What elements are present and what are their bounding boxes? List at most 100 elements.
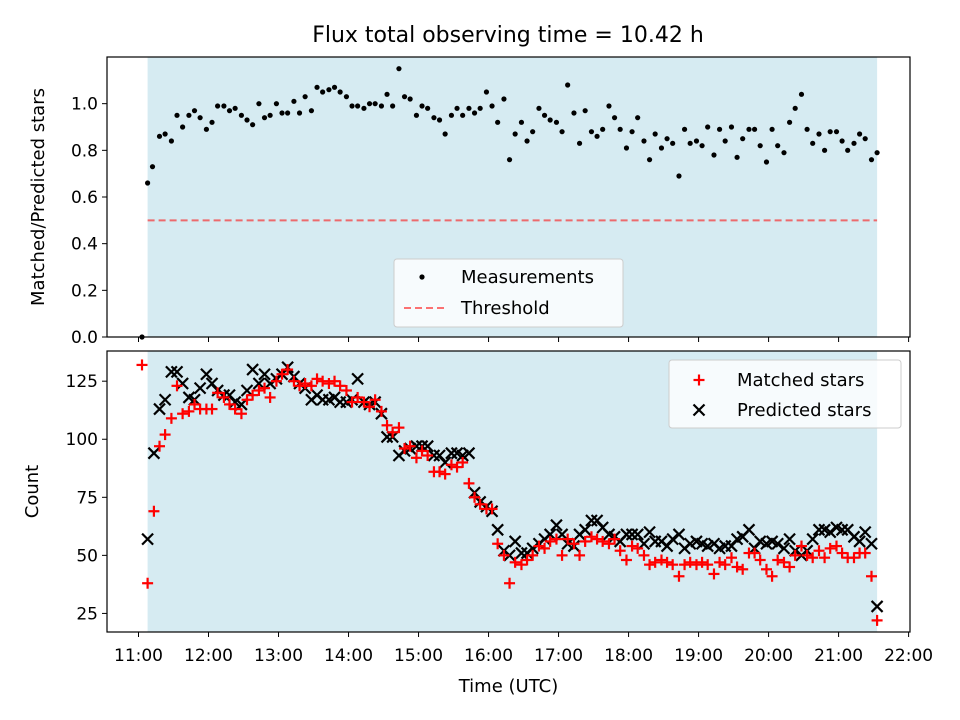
measurement-point bbox=[658, 145, 665, 151]
measurement-point bbox=[518, 119, 525, 125]
measurement-point bbox=[337, 89, 343, 95]
matched-star-marker bbox=[264, 391, 276, 403]
matched-star-marker bbox=[288, 375, 300, 387]
matched-star-marker bbox=[364, 401, 376, 413]
matched-star-marker bbox=[381, 419, 393, 431]
measurement-point bbox=[291, 98, 297, 104]
measurement-point bbox=[471, 110, 478, 116]
x-tick-label: 13:00 bbox=[254, 646, 303, 666]
measurement-point bbox=[565, 82, 571, 88]
ratio-panel-frame bbox=[106, 56, 911, 338]
measurement-point bbox=[600, 126, 606, 132]
matched-star-markers bbox=[136, 359, 883, 626]
count-panel: 25 50 75 100 125 11:00 12:00 13:00 14:00 15:00 16… bbox=[22, 350, 933, 697]
measurement-point bbox=[734, 154, 740, 160]
x-tick-label: 21:00 bbox=[814, 646, 863, 666]
matched-star-marker bbox=[714, 556, 726, 568]
measurement-point bbox=[728, 124, 735, 130]
matched-star-marker bbox=[463, 477, 475, 489]
measurement-point bbox=[186, 112, 192, 118]
matched-star-marker bbox=[638, 549, 650, 561]
ratio-y-axis-label: Matched/Predicted stars bbox=[28, 88, 49, 306]
matched-star-marker bbox=[498, 549, 510, 561]
measurement-point bbox=[454, 105, 460, 111]
measurement-point bbox=[646, 157, 653, 163]
y-tick-label: 0.8 bbox=[71, 141, 98, 161]
measurement-point bbox=[343, 94, 350, 100]
matched-star-marker bbox=[474, 498, 486, 510]
measurement-point bbox=[524, 138, 530, 144]
measurement-point bbox=[156, 133, 163, 139]
measurement-point bbox=[594, 133, 600, 139]
matched-star-marker bbox=[177, 408, 189, 420]
measurement-point bbox=[384, 91, 390, 97]
y-tick-label: 0.2 bbox=[71, 281, 98, 301]
predicted-star-marker bbox=[777, 542, 791, 555]
measurement-point bbox=[162, 131, 168, 137]
measurement-point bbox=[699, 143, 705, 149]
measurement-point bbox=[792, 105, 798, 111]
measurement-point bbox=[372, 101, 378, 107]
measurement-point bbox=[495, 119, 501, 125]
ratio-legend: Measurements Threshold bbox=[393, 258, 624, 328]
matched-star-marker bbox=[387, 426, 399, 438]
x-tick-label: 19:00 bbox=[674, 646, 723, 666]
measurement-point bbox=[501, 96, 507, 102]
y-tick-label: 125 bbox=[66, 372, 98, 392]
predicted-star-marker bbox=[806, 532, 819, 546]
matched-star-marker bbox=[562, 533, 574, 545]
matched-star-marker bbox=[801, 549, 813, 561]
matched-star-marker bbox=[358, 396, 370, 408]
predicted-star-marker bbox=[625, 528, 639, 541]
x-tick-label: 20:00 bbox=[744, 646, 793, 666]
measurement-point bbox=[256, 101, 262, 107]
measurement-point bbox=[331, 84, 338, 90]
measurement-point bbox=[722, 138, 728, 144]
matched-star-marker bbox=[830, 540, 842, 552]
x-tick-label: 14:00 bbox=[324, 646, 373, 666]
measurement-point bbox=[623, 145, 630, 151]
matched-star-marker bbox=[603, 538, 615, 550]
y-tick-label: 0.4 bbox=[71, 235, 98, 255]
measurement-point bbox=[425, 105, 431, 111]
measurement-point bbox=[506, 157, 513, 163]
measurement-point bbox=[489, 103, 495, 109]
measurement-point bbox=[244, 117, 250, 123]
matched-star-marker bbox=[725, 552, 737, 564]
measurement-point bbox=[606, 103, 612, 109]
measurement-point bbox=[676, 173, 682, 179]
measurement-point bbox=[261, 115, 268, 121]
measurement-point bbox=[635, 115, 641, 121]
predicted-star-marker bbox=[503, 549, 516, 562]
predicted-star-marker bbox=[165, 365, 178, 379]
measurement-point bbox=[483, 89, 490, 95]
predicted-star-marker bbox=[438, 456, 452, 469]
y-tick-label: 25 bbox=[76, 604, 98, 624]
measurement-point bbox=[798, 91, 805, 97]
ratio-legend-box bbox=[393, 258, 624, 328]
measurement-point bbox=[466, 105, 472, 111]
matched-star-marker bbox=[434, 466, 446, 478]
x-tick-label: 17:00 bbox=[534, 646, 583, 666]
matched-star-marker bbox=[282, 364, 294, 376]
measurement-point bbox=[226, 108, 233, 114]
matched-star-marker bbox=[159, 429, 171, 441]
measurement-point bbox=[804, 126, 810, 132]
matched-star-marker bbox=[148, 505, 160, 517]
measurement-point bbox=[197, 115, 203, 121]
measurement-point bbox=[401, 94, 408, 100]
measurement-point bbox=[477, 105, 483, 111]
measurement-point bbox=[681, 126, 688, 132]
measurement-point bbox=[203, 126, 210, 132]
predicted-star-marker bbox=[246, 363, 259, 376]
matched-star-marker bbox=[626, 540, 638, 552]
matched-star-marker bbox=[253, 384, 265, 396]
predicted-star-marker bbox=[170, 365, 184, 379]
matched-star-marker bbox=[165, 412, 177, 424]
predicted-star-marker bbox=[427, 449, 441, 462]
measurement-point bbox=[816, 131, 822, 137]
matched-star-marker bbox=[684, 556, 696, 568]
matched-star-marker bbox=[212, 387, 224, 399]
measurement-point bbox=[827, 129, 833, 135]
predicted-star-marker bbox=[870, 600, 884, 613]
